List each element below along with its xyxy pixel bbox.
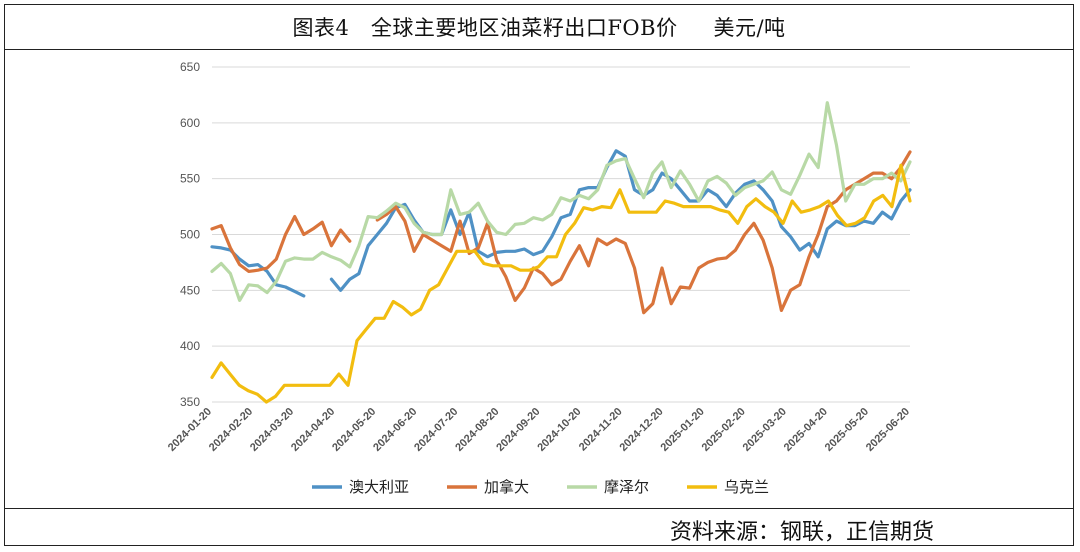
legend: 澳大利亚 加拿大 摩泽尔 乌克兰 <box>312 478 769 496</box>
y-tick-label: 600 <box>180 116 200 130</box>
series-line <box>210 150 912 315</box>
y-tick-label: 550 <box>180 172 200 186</box>
y-tick-label: 450 <box>180 283 200 297</box>
chart-title: 图表4 全球主要地区油菜籽出口FOB价 美元/吨 <box>292 15 786 40</box>
series-line <box>210 163 912 404</box>
y-tick-label: 400 <box>180 339 200 353</box>
y-tick-label: 500 <box>180 228 200 242</box>
series-line <box>210 149 912 298</box>
legend-label: 摩泽尔 <box>604 478 649 496</box>
legend-label: 澳大利亚 <box>349 478 409 496</box>
legend-label: 乌克兰 <box>724 478 769 496</box>
legend-label: 加拿大 <box>484 478 529 496</box>
x-axis: 2024-01-202024-02-202024-03-202024-04-20… <box>166 406 912 454</box>
series-line <box>210 101 912 302</box>
source-note: 资料来源：钢联，正信期货 <box>669 520 934 545</box>
source-bar: 资料来源：钢联，正信期货 <box>4 508 1074 546</box>
x-tick-label: 2024-10-20 <box>535 406 583 454</box>
y-tick-label: 650 <box>180 60 200 74</box>
y-tick-label: 350 <box>180 395 200 409</box>
series-lines <box>210 101 912 404</box>
figure-frame <box>4 4 1074 546</box>
y-axis: 350 400 450 500 550 600 650 <box>180 60 200 409</box>
grid-lines <box>212 66 910 403</box>
title-bar: 图表4 全球主要地区油菜籽出口FOB价 美元/吨 <box>4 4 1074 50</box>
x-tick-label: 2025-06-20 <box>864 406 912 454</box>
